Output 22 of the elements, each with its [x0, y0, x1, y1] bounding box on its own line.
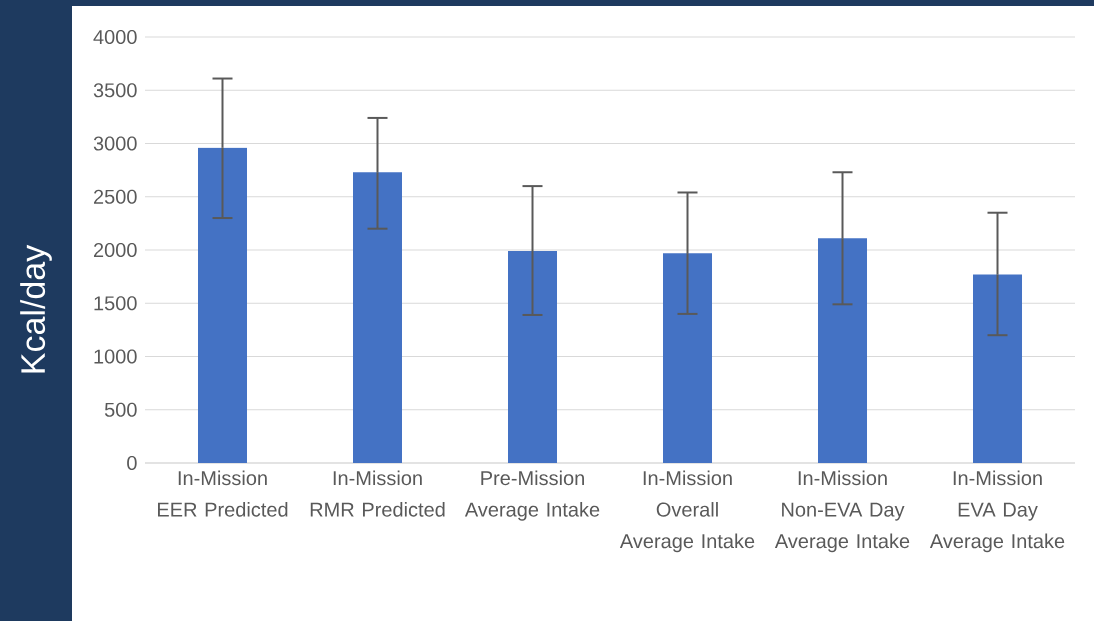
y-tick-label: 3000	[93, 136, 137, 151]
x-tick-label: In-Mission EVA Day Average Intake	[929, 470, 1065, 553]
y-tick-label: 2500	[93, 189, 137, 204]
x-tick-label: In-Mission EER Predicted	[158, 470, 288, 517]
bar	[353, 172, 402, 463]
bar	[973, 274, 1023, 463]
x-tick-label: In-Mission Overall Average Intake	[619, 470, 755, 553]
y-tick-label: 500	[104, 402, 137, 417]
bar	[663, 253, 713, 463]
x-tick-label: Pre-Mission Average Intake	[464, 470, 600, 521]
bar	[198, 147, 247, 463]
y-tick-label: 4000	[93, 29, 137, 45]
y-tick-label: 3500	[93, 83, 137, 98]
y-tick-label: 2000	[93, 242, 137, 258]
bar	[818, 238, 868, 463]
y-tick-label: 1500	[94, 296, 137, 311]
bar	[508, 251, 557, 463]
y-tick-label: 0	[127, 455, 137, 471]
x-tick-label: In-Mission RMR Predicted	[310, 470, 445, 517]
y-tick-label: 1000	[94, 349, 137, 364]
y-axis-title: Kcal/day	[20, 244, 52, 373]
x-tick-label: In-Mission Non-EVA Day Average Intake	[774, 470, 910, 553]
